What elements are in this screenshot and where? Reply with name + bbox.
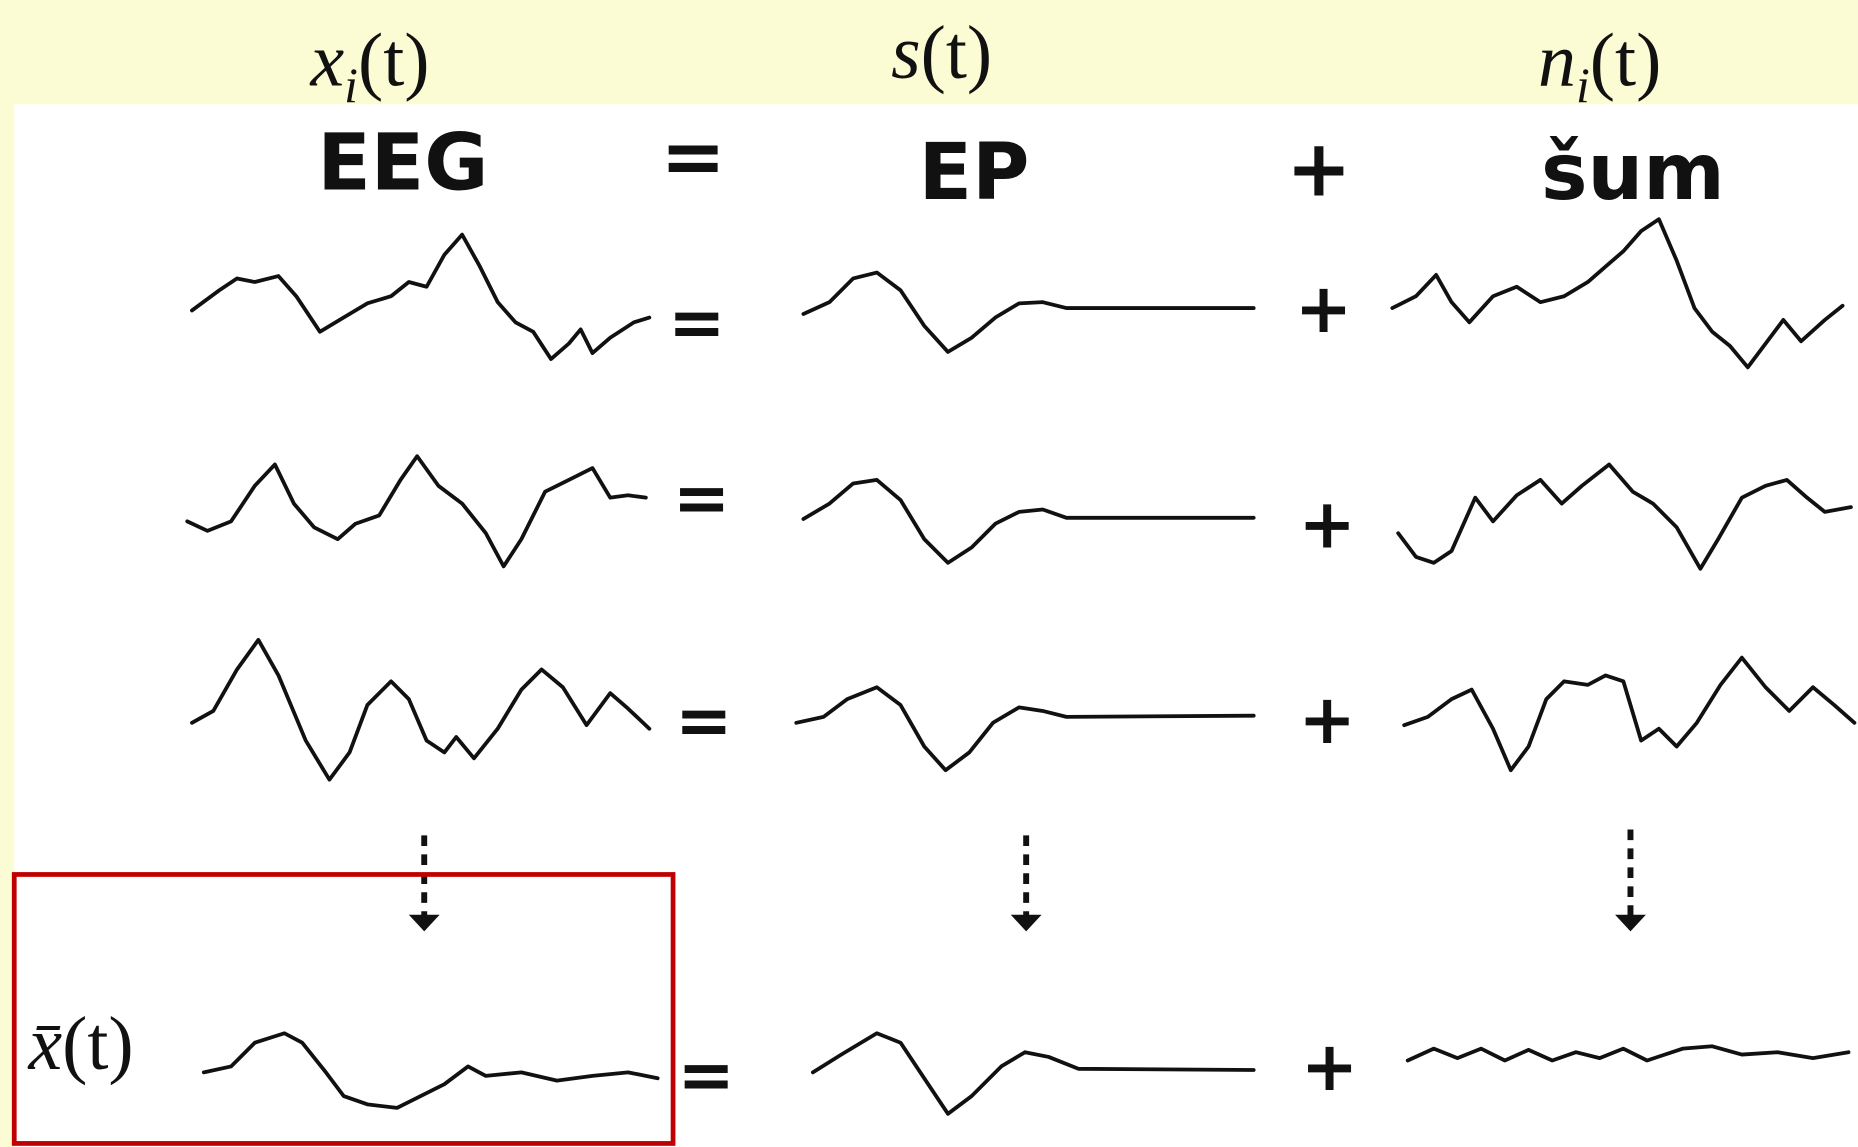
text-part: s xyxy=(891,11,921,95)
eeg-wave xyxy=(190,637,652,782)
text-part: x̄ xyxy=(27,1002,62,1086)
formula: xi(t) xyxy=(309,18,429,113)
operator: = xyxy=(675,681,733,761)
operator: = xyxy=(668,283,726,363)
highlight-box xyxy=(11,872,676,1146)
panel xyxy=(14,104,1858,1147)
operator: = xyxy=(677,1035,735,1115)
text-part: (t) xyxy=(1590,18,1662,102)
operator: + xyxy=(1295,269,1353,349)
noise-wave xyxy=(1390,217,1845,370)
eeg-wave xyxy=(201,1031,660,1110)
column-title: šum xyxy=(1541,127,1725,218)
ep-wave xyxy=(794,685,1256,773)
eeg-wave xyxy=(190,232,652,361)
operator: = xyxy=(660,112,726,203)
text-part: (t) xyxy=(921,11,993,95)
noise-wave xyxy=(1402,655,1857,773)
text-part: (t) xyxy=(358,18,430,102)
row xyxy=(201,1031,1851,1116)
average-label: x̄(t) xyxy=(27,1002,133,1086)
ep-wave xyxy=(801,477,1256,565)
eeg-wave xyxy=(185,454,648,569)
operator: = xyxy=(673,458,731,538)
text-part: x xyxy=(309,18,344,102)
operator: + xyxy=(1298,680,1356,760)
formula: ni(t) xyxy=(1538,18,1661,113)
operator: + xyxy=(1298,484,1356,564)
text-part: (t) xyxy=(62,1002,134,1086)
text-part: n xyxy=(1538,18,1576,102)
arrowhead xyxy=(408,914,440,932)
noise-wave xyxy=(1396,462,1853,571)
row xyxy=(190,637,1857,782)
arrowhead xyxy=(1010,914,1042,932)
ep-wave xyxy=(801,270,1256,354)
operator: + xyxy=(1301,1027,1359,1107)
arrowhead xyxy=(1615,914,1646,932)
text-part: i xyxy=(1576,58,1590,113)
column-title: EP xyxy=(919,127,1030,218)
operator: + xyxy=(1286,124,1352,215)
text-part: i xyxy=(344,58,358,113)
noise-wave xyxy=(1405,1044,1851,1063)
ep-wave xyxy=(810,1031,1256,1116)
column-title: EEG xyxy=(317,118,488,209)
row xyxy=(185,454,1853,571)
row xyxy=(190,217,1845,370)
formula: s(t) xyxy=(891,11,992,95)
